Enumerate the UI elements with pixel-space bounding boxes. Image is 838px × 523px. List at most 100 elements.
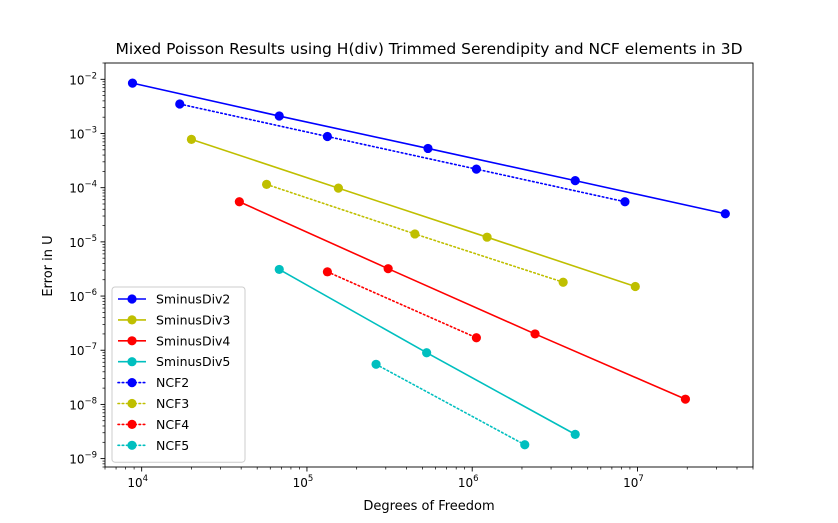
y-tick-label-exponent: −9 [84, 451, 97, 461]
series-line [239, 201, 686, 400]
data-point [322, 267, 333, 277]
legend-label: NCF3 [156, 396, 189, 411]
legend-label: SminusDiv2 [156, 292, 230, 307]
series-NCF5 [371, 359, 530, 450]
y-tick-label: 10−7 [69, 342, 97, 358]
y-tick-label-base: 10 [69, 453, 84, 467]
y-tick-label: 10−4 [69, 180, 97, 196]
series-line [375, 363, 526, 446]
series-line [326, 271, 478, 339]
legend-marker [127, 315, 137, 325]
x-tick-label-exponent: 6 [473, 474, 478, 484]
series-NCF3 [261, 179, 568, 287]
series-layer [127, 78, 730, 450]
y-tick-label: 10−3 [69, 125, 97, 141]
y-tick-label-exponent: −4 [84, 180, 97, 190]
y-tick-label-base: 10 [69, 398, 84, 412]
data-point [333, 183, 343, 193]
data-point [471, 164, 481, 174]
data-point [186, 134, 197, 144]
data-point [274, 111, 284, 121]
legend-marker [127, 378, 137, 388]
series-SminusDiv2 [127, 78, 730, 219]
x-tick-label-base: 10 [623, 476, 638, 490]
legend-marker [127, 336, 137, 346]
y-tick-label-base: 10 [69, 127, 84, 141]
series-SminusDiv4 [234, 197, 691, 404]
x-tick-label-base: 10 [458, 476, 473, 490]
y-tick-label: 10−9 [69, 451, 97, 467]
data-point [274, 264, 284, 275]
data-point [410, 229, 420, 239]
y-tick-label-exponent: −2 [84, 71, 97, 81]
y-tick-label-base: 10 [69, 344, 84, 358]
x-tick-label-exponent: 4 [143, 474, 148, 484]
series-line [191, 138, 636, 288]
x-axis: 104 105 106 107 [104, 467, 754, 490]
chart-title: Mixed Poisson Results using H(div) Trimm… [115, 40, 742, 58]
data-point [471, 333, 481, 343]
data-point [423, 143, 433, 154]
x-tick-label-exponent: 7 [638, 474, 643, 484]
legend-label: NCF4 [156, 417, 189, 432]
legend-marker [127, 398, 137, 409]
data-point [620, 197, 630, 207]
axes-frame [104, 62, 754, 468]
y-tick-label-base: 10 [69, 73, 84, 87]
data-point [680, 394, 691, 404]
x-axis-label: Degrees of Freedom [363, 499, 494, 514]
data-point [175, 99, 185, 109]
legend-label: NCF5 [156, 438, 189, 453]
x-tick-label: 105 [293, 474, 314, 490]
y-axis-label: Error in U [41, 235, 56, 296]
data-point [720, 209, 730, 219]
data-point [383, 264, 393, 274]
data-point [530, 329, 540, 339]
y-tick-label: 10−8 [69, 396, 97, 412]
y-tick-label-base: 10 [69, 182, 84, 196]
data-point [558, 277, 568, 287]
data-point [482, 232, 492, 242]
y-tick-label-exponent: −8 [84, 396, 97, 406]
y-tick-label-exponent: −3 [84, 125, 97, 135]
y-tick-label: 10−6 [69, 288, 97, 304]
legend-label: SminusDiv3 [156, 312, 230, 327]
data-point [234, 197, 244, 207]
series-NCF4 [322, 267, 481, 343]
y-tick-label-base: 10 [69, 290, 84, 304]
plot-area [104, 62, 754, 468]
y-tick-label-base: 10 [69, 236, 84, 250]
data-point [371, 359, 381, 369]
x-tick-label-exponent: 5 [308, 474, 313, 484]
x-tick-label: 104 [127, 474, 148, 490]
x-tick-label-base: 10 [293, 476, 308, 490]
series-SminusDiv5 [274, 264, 580, 439]
y-tick-label-exponent: −5 [84, 234, 97, 244]
x-tick-label: 106 [458, 474, 479, 490]
data-point [570, 176, 580, 186]
data-point [322, 131, 333, 142]
legend-label: SminusDiv5 [156, 354, 230, 369]
y-axis: 10−910−810−710−610−510−410−310−2 [69, 62, 105, 468]
series-line [178, 103, 626, 203]
series-SminusDiv3 [186, 134, 640, 292]
y-tick-label: 10−2 [69, 71, 97, 87]
data-point [520, 440, 530, 450]
data-point [127, 78, 138, 88]
legend-label: SminusDiv4 [156, 333, 230, 348]
legend-marker [127, 294, 137, 304]
x-tick-label-base: 10 [127, 476, 142, 490]
data-point [422, 348, 432, 358]
data-point [570, 429, 580, 439]
legend-label: NCF2 [156, 375, 189, 390]
legend-marker [127, 357, 137, 367]
legend-marker [127, 440, 137, 450]
data-point [261, 179, 272, 189]
y-tick-label: 10−5 [69, 234, 97, 250]
y-tick-label-exponent: −6 [84, 288, 97, 298]
legend-marker [127, 419, 137, 429]
legend-box [111, 286, 246, 463]
legend: SminusDiv2 SminusDiv3 SminusDiv4 SminusDiv5… [111, 286, 246, 463]
series-NCF2 [175, 99, 630, 207]
